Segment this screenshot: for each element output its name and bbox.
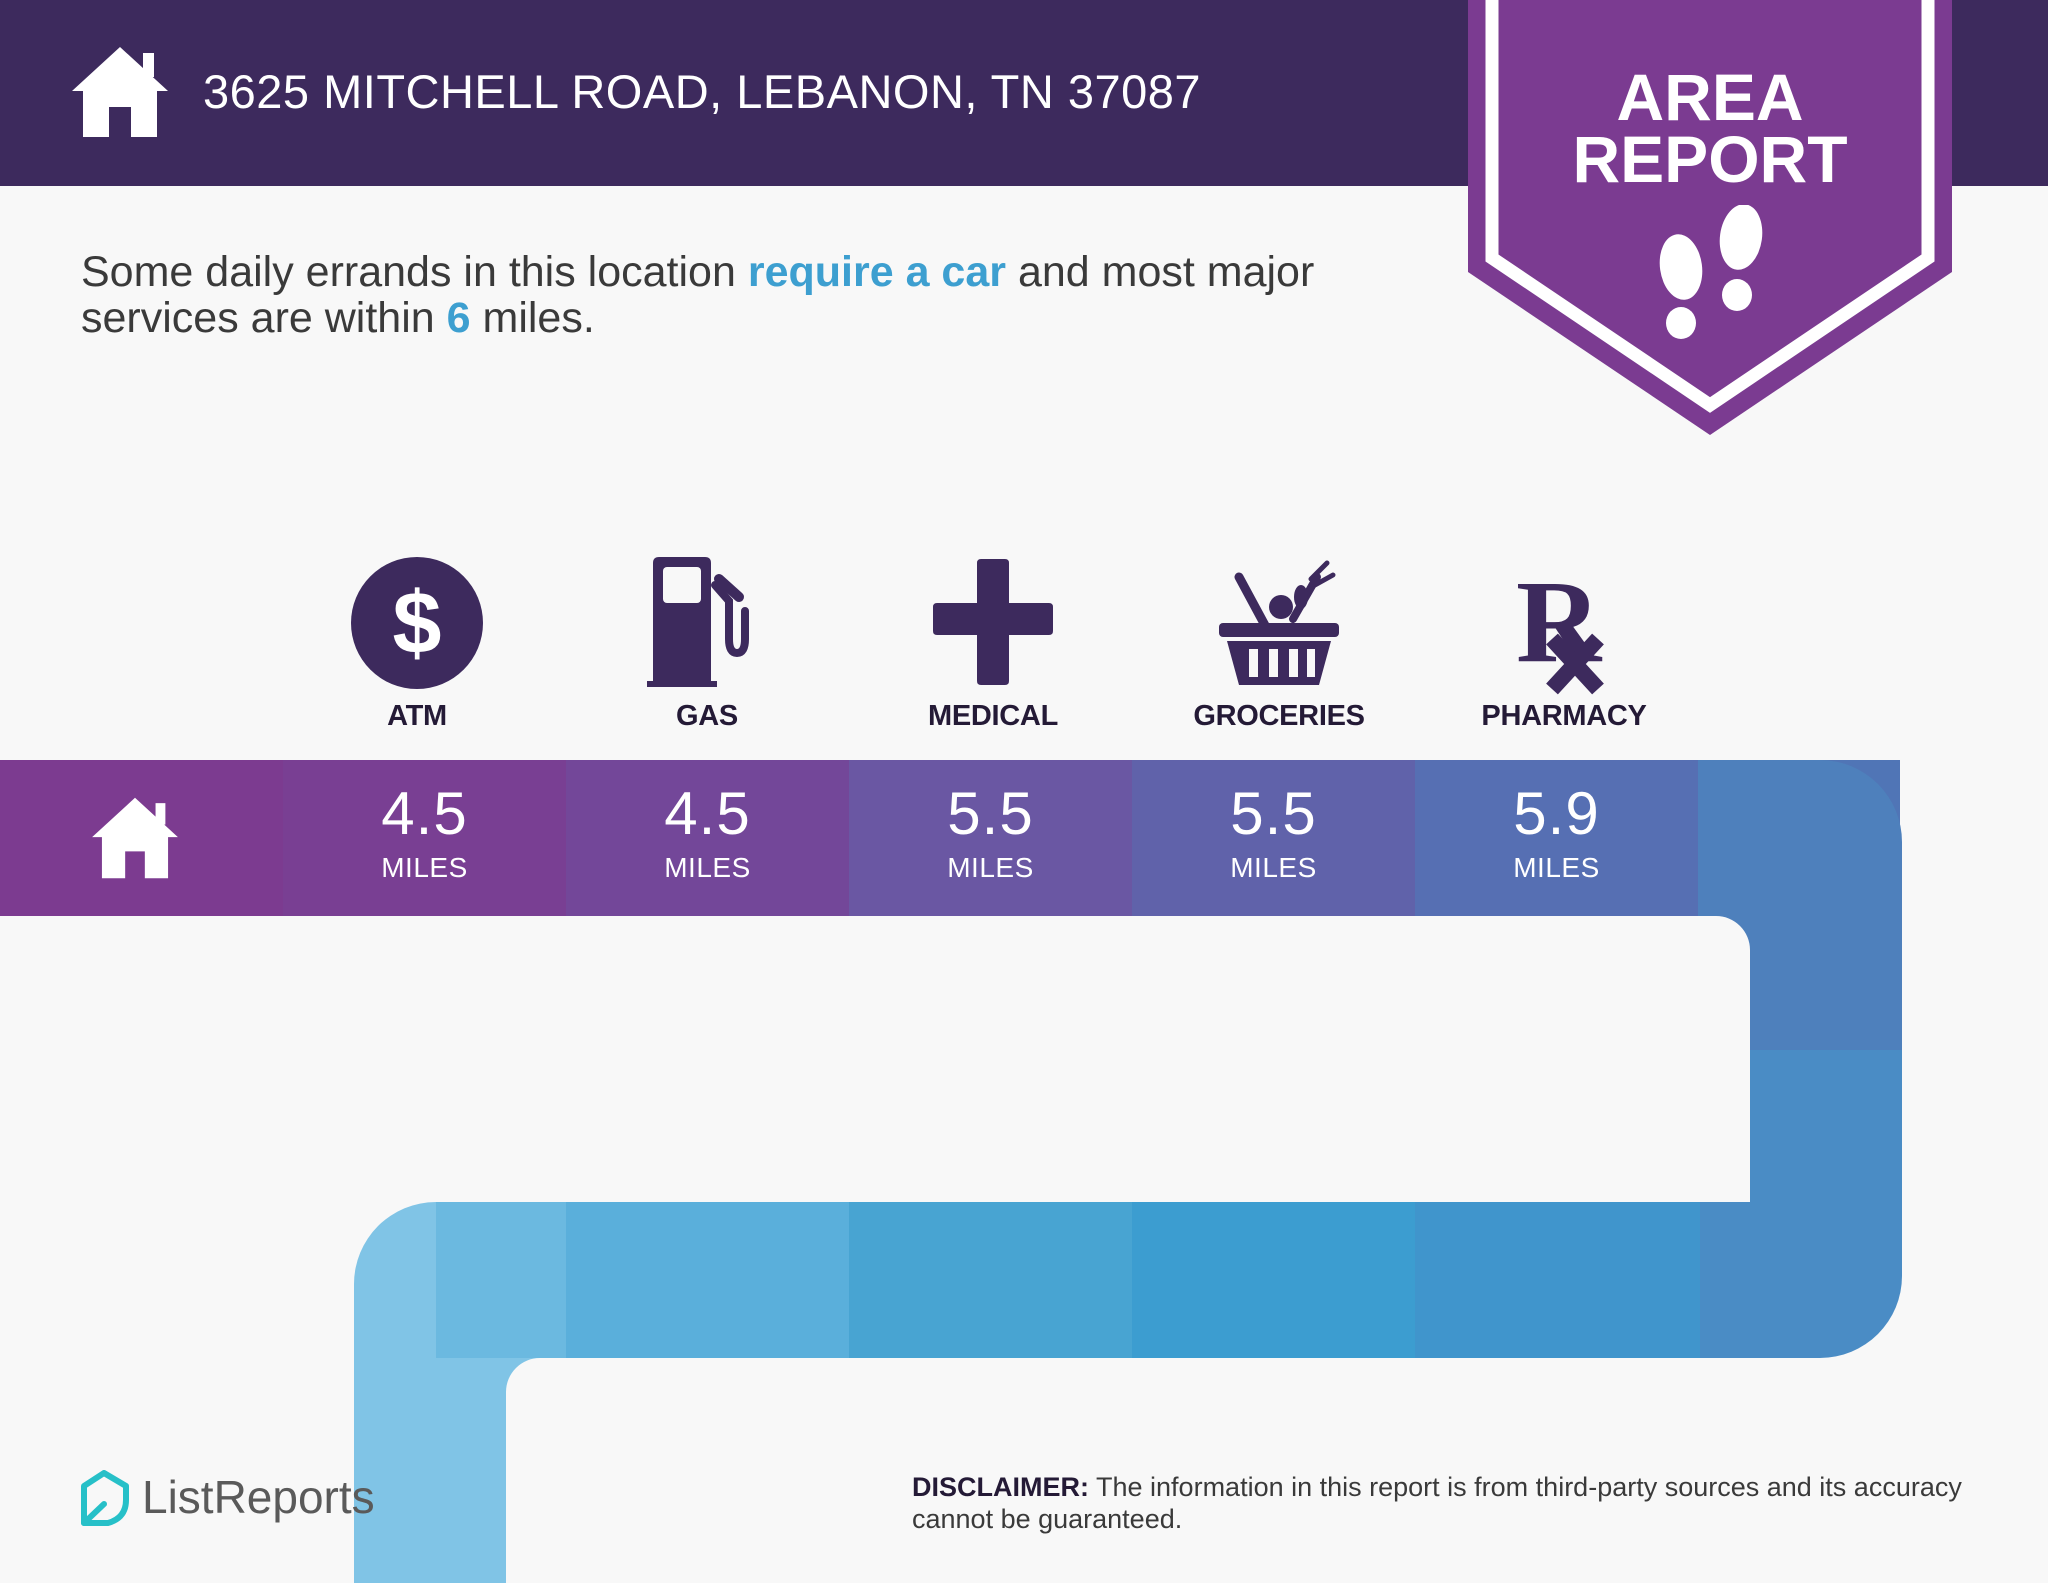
category-label: ATM [387,700,447,732]
footprints-icon [1659,205,1763,339]
gas-pump-icon [647,557,749,687]
distance-value: 5.5 [1230,780,1317,847]
distance-value: 5.9 [1513,780,1600,847]
listreports-logo-icon [81,1470,129,1526]
distance-value: 5.5 [947,780,1034,847]
category-label: GROCERIES [1193,700,1365,732]
rx-icon: R [1516,557,1604,695]
medical-cross-icon [933,559,1053,685]
distance-unit: MILES [1513,852,1600,883]
distance-groceries: 5.5 MILES [1132,760,1415,916]
distance-medical: 5.5 MILES [849,760,1132,916]
category-label: PHARMACY [1481,700,1647,732]
house-icon [72,47,168,137]
category-medical: MEDICAL [883,557,1103,732]
home-marker-icon [92,797,178,879]
distance-gas: 4.5 MILES [566,760,849,916]
category-pharmacy: R PHARMACY [1454,557,1674,732]
category-gas: GAS [597,557,817,732]
badge-title-line2: REPORT [1572,122,1848,196]
dollar-icon: $ [351,557,483,689]
summary-text: Some daily errands in this location requ… [81,248,1315,342]
area-report-badge: AREA REPORT [1468,0,1952,435]
svg-text:$: $ [393,573,442,672]
property-address: 3625 MITCHELL ROAD, LEBANON, TN 37087 [203,65,1202,118]
distance-unit: MILES [664,852,751,883]
badge-title-line1: AREA [1616,60,1804,134]
distance-unit: MILES [1230,852,1317,883]
grocery-basket-icon [1219,560,1339,685]
distance-value: 4.5 [381,780,468,847]
distance-value: 4.5 [664,780,751,847]
logo-text: ListReports [142,1471,375,1523]
category-label: GAS [676,700,738,732]
category-label: MEDICAL [927,700,1058,732]
summary-highlight-miles: 6 [446,294,471,342]
category-groceries: GROCERIES [1169,557,1389,732]
disclaimer-text: DISCLAIMER: The information in this repo… [912,1472,1962,1534]
category-atm: $ ATM [307,557,527,732]
svg-text:R: R [1516,557,1603,687]
distance-unit: MILES [947,852,1034,883]
listreports-logo: ListReports [78,1466,498,1532]
disclaimer-label: DISCLAIMER: [912,1472,1089,1502]
distance-atm: 4.5 MILES [283,760,566,916]
distance-unit: MILES [381,852,468,883]
summary-highlight-car: require a car [747,248,1006,296]
distance-pharmacy: 5.9 MILES [1415,760,1698,916]
